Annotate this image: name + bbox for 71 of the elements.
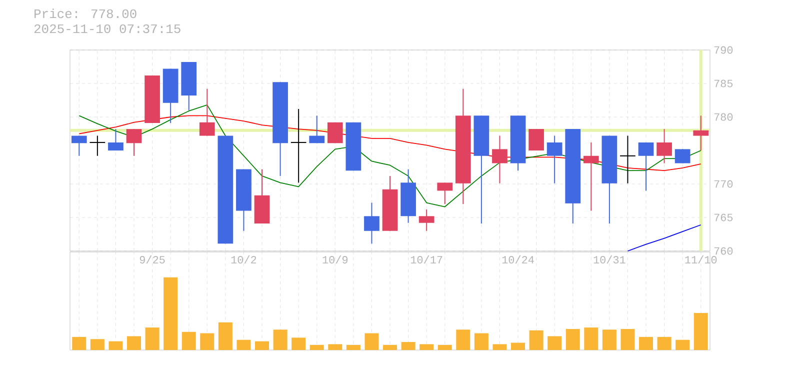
- bar: [236, 340, 251, 350]
- candlestick: [492, 135, 508, 184]
- bar: [566, 328, 580, 350]
- bar: [620, 328, 635, 350]
- x-tick-label: 10/2: [231, 255, 256, 264]
- line-series: [78, 104, 702, 208]
- bar: [273, 330, 288, 350]
- bar: [108, 341, 123, 350]
- y-tick-label: 760: [714, 247, 733, 255]
- bar: [492, 344, 507, 350]
- x-tick-label: 10/9: [322, 255, 348, 264]
- candlestick: [638, 142, 654, 192]
- bar: [72, 336, 86, 350]
- bar: [127, 336, 141, 350]
- bar: [90, 339, 104, 350]
- chart-title: Price: 778.00: [34, 8, 136, 18]
- candlestick: [199, 88, 215, 136]
- candlestick: [656, 128, 672, 164]
- y-tick-label: 780: [714, 113, 733, 121]
- candlestick: [546, 135, 562, 184]
- y-tick-label: 790: [714, 46, 733, 54]
- candlestick: [71, 135, 87, 156]
- bar: [474, 333, 488, 350]
- candlestick: [437, 182, 453, 205]
- bar: [218, 322, 232, 350]
- candlestick: [364, 202, 380, 244]
- candlestick: [620, 135, 636, 184]
- bar: [438, 344, 452, 350]
- line-series: [627, 224, 702, 252]
- x-tick-label: 11/10: [685, 255, 717, 264]
- x-tick-label: 10/31: [594, 255, 626, 264]
- x-tick-label: 10/17: [410, 255, 442, 264]
- bar: [328, 344, 342, 350]
- chart-subtitle: 2025-11-10 07:37:15: [34, 24, 180, 34]
- y-tick-label: 765: [714, 214, 733, 222]
- bar: [255, 341, 270, 350]
- bar: [401, 342, 416, 350]
- bar: [310, 344, 324, 350]
- bar: [639, 336, 654, 350]
- bar: [456, 330, 470, 350]
- candlestick: [583, 142, 599, 212]
- candlestick: [418, 208, 434, 232]
- bar: [584, 327, 598, 350]
- bar: [602, 330, 616, 350]
- bar: [145, 327, 160, 350]
- bar: [164, 277, 178, 350]
- bar: [676, 340, 690, 350]
- x-tick-label: 9/25: [140, 255, 165, 264]
- y-tick-label: 770: [714, 180, 733, 188]
- bar: [420, 344, 434, 350]
- bar: [200, 333, 214, 350]
- bar: [292, 338, 306, 350]
- candlestick: [528, 129, 544, 150]
- candlestick: [108, 128, 124, 151]
- bar: [182, 332, 196, 350]
- bar: [346, 344, 360, 350]
- bar: [694, 312, 708, 350]
- candlestick: [674, 148, 690, 164]
- bar: [511, 342, 526, 350]
- candlestick: [693, 115, 709, 151]
- bar: [657, 336, 672, 350]
- bar: [364, 333, 379, 350]
- bar: [529, 330, 544, 350]
- candlestick: [126, 128, 142, 156]
- bar: [383, 344, 398, 350]
- x-tick-label: 10/24: [502, 255, 534, 264]
- candlestick: [309, 115, 325, 144]
- y-tick-label: 785: [714, 80, 733, 88]
- bar: [548, 336, 562, 350]
- candlestick: [290, 108, 307, 184]
- candlestick: [89, 135, 106, 156]
